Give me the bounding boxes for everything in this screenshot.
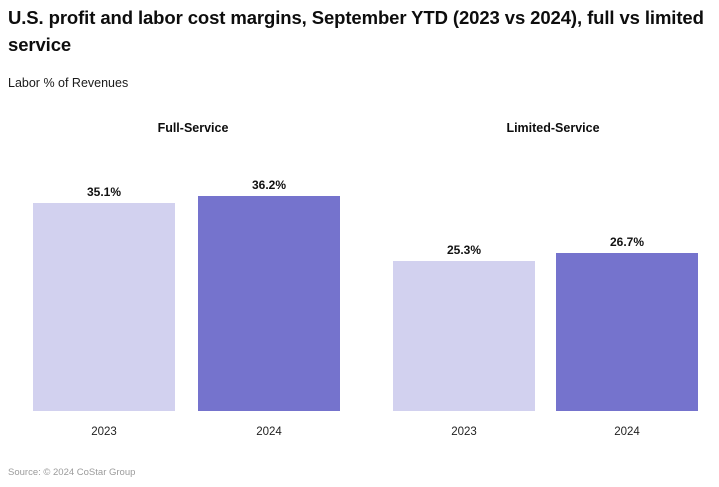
y-axis-caption: Labor % of Revenues xyxy=(8,76,129,90)
x-axis-label: 2024 xyxy=(256,426,282,438)
x-axis-label: 2024 xyxy=(614,426,640,438)
bar-value-label: 25.3% xyxy=(446,243,482,257)
group-header-full-service: Full-Service xyxy=(157,121,229,135)
chart-title: U.S. profit and labor cost margins, Sept… xyxy=(8,7,704,55)
x-axis-label: 2023 xyxy=(91,426,117,438)
bar-value-label: 26.7% xyxy=(609,235,645,249)
source-note: Source: © 2024 CoStar Group xyxy=(8,467,136,478)
bar-value-label: 36.2% xyxy=(251,178,287,192)
bar-full-service-2024 xyxy=(198,196,340,411)
bar-limited-service-2023 xyxy=(393,261,535,411)
bar-value-label: 35.1% xyxy=(86,185,122,199)
bar-full-service-2023 xyxy=(33,203,175,411)
x-axis-label: 2023 xyxy=(451,426,477,438)
bar-limited-service-2024 xyxy=(556,253,698,411)
group-header-limited-service: Limited-Service xyxy=(506,121,600,135)
